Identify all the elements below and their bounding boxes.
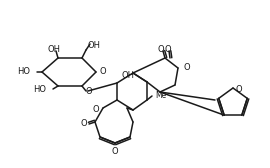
Text: O: O (92, 106, 99, 115)
Text: O: O (112, 146, 118, 156)
Text: OH: OH (122, 71, 135, 79)
Text: HO: HO (17, 68, 30, 76)
Text: HO: HO (33, 86, 46, 94)
Text: Me: Me (155, 91, 166, 99)
Text: O: O (183, 64, 190, 73)
Text: O: O (100, 68, 107, 76)
Text: O: O (80, 119, 87, 129)
Text: O: O (158, 45, 164, 53)
Text: O: O (165, 45, 171, 53)
Text: OH: OH (48, 45, 60, 53)
Text: OH: OH (88, 41, 101, 51)
Text: O: O (236, 85, 243, 94)
Text: O: O (86, 87, 93, 95)
